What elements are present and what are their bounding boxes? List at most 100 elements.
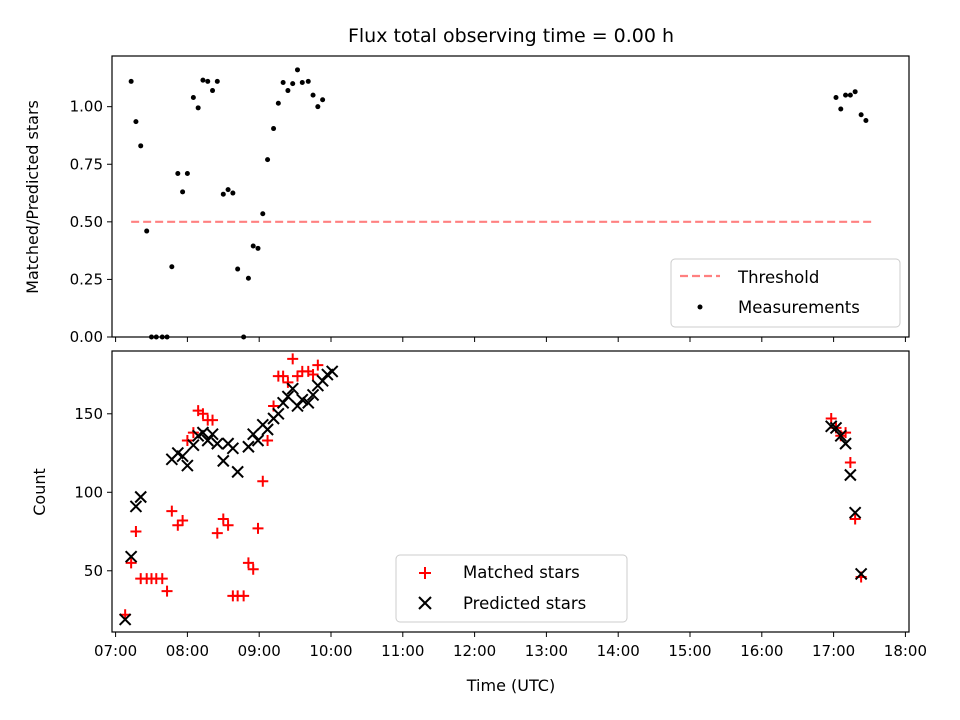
measurement-point (838, 106, 844, 112)
predicted-star-marker (211, 437, 224, 450)
y-tick-label: 0.75 (70, 155, 103, 173)
legend-measurements-label: Measurements (738, 298, 860, 317)
measurement-point (290, 81, 296, 87)
y-tick-label: 1.00 (70, 98, 103, 116)
bottom-legend-box (395, 554, 628, 623)
predicted-star-marker (829, 421, 843, 435)
measurement-point (128, 78, 134, 84)
matched-star-marker (307, 369, 319, 381)
matched-star-marker (207, 414, 219, 426)
predicted-star-marker (316, 374, 329, 388)
measurement-point (133, 119, 139, 125)
predicted-star-marker (276, 396, 290, 410)
bottom-y-axis-label: Count (30, 468, 49, 516)
measurement-point (280, 79, 286, 85)
y-tick-label: 150 (74, 405, 103, 423)
predicted-star-marker (325, 365, 339, 378)
measurement-point (205, 78, 211, 84)
predicted-star-marker (844, 468, 857, 482)
predicted-star-marker (281, 390, 295, 403)
top-legend-box (670, 258, 901, 328)
matched-star-marker (257, 475, 269, 487)
top-plot-marks (128, 67, 872, 340)
predicted-star-marker (834, 429, 847, 442)
measurement-point (299, 79, 305, 85)
matched-star-marker (291, 370, 303, 382)
predicted-star-marker (242, 440, 255, 453)
bottom-subplot: Count Time (UTC) 50 100 150 07:00 08:00 09:00… (30, 350, 927, 695)
measurement-point (294, 67, 300, 73)
predicted-star-marker (217, 454, 230, 468)
legend-measurements-swatch (697, 304, 703, 310)
measurement-point (847, 92, 853, 98)
measurement-point (225, 187, 231, 193)
predicted-star-marker (306, 388, 320, 402)
matched-star-marker (282, 376, 294, 388)
matched-star-marker (242, 557, 254, 569)
matched-star-marker (312, 359, 324, 371)
x-tick-label: 15:00 (668, 642, 711, 660)
x-tick-label: 07:00 (94, 642, 137, 660)
predicted-star-marker (854, 567, 868, 581)
predicted-star-marker (196, 426, 210, 439)
measurement-point (863, 117, 869, 123)
predicted-star-marker (261, 423, 274, 436)
predicted-star-marker (176, 449, 189, 463)
x-tick-label: 16:00 (740, 642, 783, 660)
x-axis-label: Time (UTC) (466, 676, 555, 695)
top-legend: Threshold Measurements (670, 258, 901, 328)
measurement-point (169, 264, 175, 270)
predicted-star-marker (206, 427, 219, 441)
x-tick-label: 11:00 (381, 642, 424, 660)
matched-star-marker (277, 370, 289, 382)
predicted-star-marker (201, 434, 214, 447)
top-y-axis-label: Matched/Predicted stars (23, 100, 42, 294)
measurement-point (255, 245, 261, 251)
bottom-legend: Matched stars Predicted stars (395, 554, 628, 623)
measurement-point (305, 78, 311, 84)
measurement-point (184, 170, 190, 176)
top-subplot: Matched/Predicted stars 0.00 0.25 0.50 0.75… (23, 55, 910, 346)
measurement-point (260, 211, 266, 217)
predicted-star-marker (296, 393, 309, 406)
measurement-point (275, 100, 281, 106)
measurement-point (230, 190, 236, 196)
x-tick-label: 14:00 (597, 642, 640, 660)
predicted-star-marker (302, 396, 315, 410)
measurement-point (250, 243, 256, 249)
measurement-point (144, 228, 150, 234)
matched-star-marker (849, 513, 861, 525)
matched-star-marker (197, 408, 209, 420)
measurement-point (843, 92, 849, 98)
x-tick-label: 09:00 (238, 642, 281, 660)
measurement-point (245, 275, 251, 281)
matched-star-marker (187, 427, 199, 439)
measurement-point (175, 170, 181, 176)
top-axes-frame (111, 55, 910, 338)
predicted-star-marker (124, 550, 138, 563)
matched-star-marker (161, 585, 173, 597)
measurement-point (285, 88, 291, 94)
predicted-star-marker (272, 407, 285, 421)
measurement-point (195, 105, 201, 111)
predicted-star-marker (226, 442, 240, 455)
measurement-point (858, 112, 864, 118)
predicted-star-marker (118, 613, 132, 626)
measurement-point (315, 104, 321, 110)
x-tick-label: 17:00 (812, 642, 855, 660)
predicted-star-marker (848, 506, 862, 519)
y-tick-label: 50 (84, 562, 103, 580)
x-tick-label: 18:00 (884, 642, 927, 660)
matched-star-marker (222, 519, 234, 531)
measurement-point (190, 94, 196, 100)
legend-matched-swatch (419, 567, 431, 579)
y-tick-label: 0.50 (70, 213, 103, 231)
predicted-star-marker (129, 500, 143, 513)
measurement-point (235, 266, 241, 272)
matched-star-marker (130, 526, 142, 538)
predicted-star-marker (839, 437, 852, 450)
predicted-star-marker (291, 399, 304, 413)
bottom-plot-marks (118, 353, 868, 626)
matched-star-marker (262, 434, 274, 446)
legend-threshold-label: Threshold (737, 268, 819, 287)
